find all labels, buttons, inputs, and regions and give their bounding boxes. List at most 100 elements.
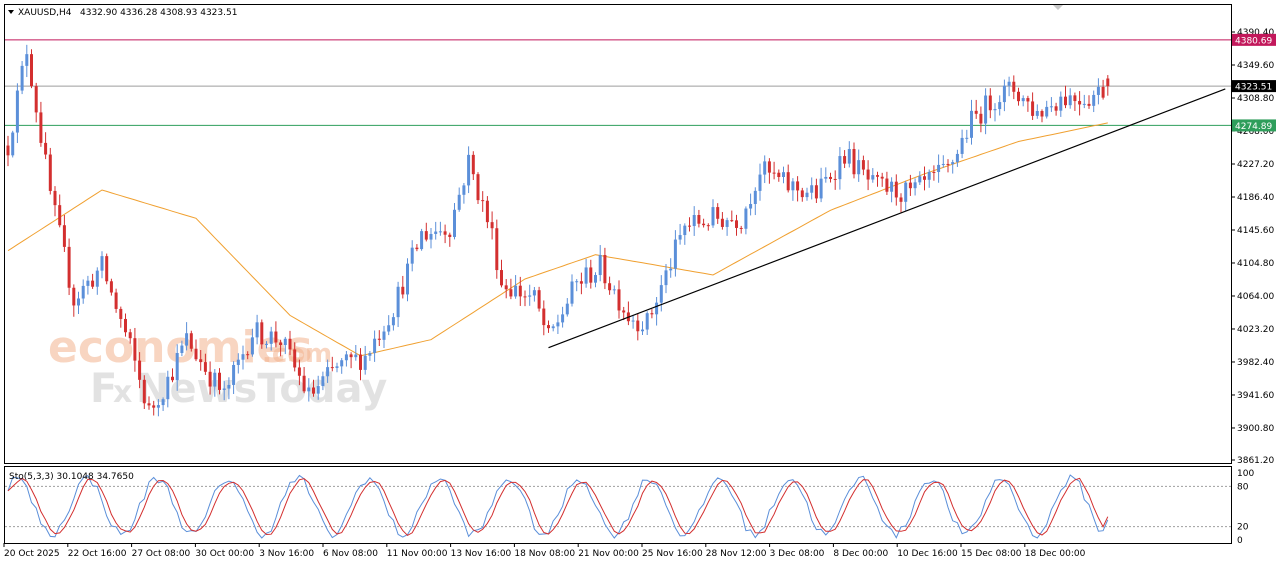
- candle-body: [1054, 106, 1058, 111]
- candle-body: [664, 270, 668, 286]
- candle-body: [396, 286, 400, 318]
- candle-body: [876, 175, 879, 177]
- candle-body: [857, 160, 861, 175]
- candle-body: [518, 285, 522, 297]
- watermark-newstoday: NewsToday: [136, 366, 387, 412]
- candle-body: [448, 234, 452, 237]
- candle-body: [236, 359, 240, 365]
- main-plot-frame: [4, 4, 1232, 464]
- candle-body: [424, 231, 428, 240]
- candle-body: [584, 267, 588, 284]
- candle-body: [105, 256, 109, 282]
- collapse-arrow-icon[interactable]: [8, 10, 14, 14]
- candle-body: [133, 338, 137, 361]
- candle-body: [312, 387, 315, 394]
- candle-body: [420, 231, 424, 250]
- candle-body: [777, 172, 781, 177]
- resistance-price-tag-label: 4380.69: [1235, 36, 1272, 46]
- candle-body: [819, 178, 823, 199]
- candle-body: [782, 172, 785, 177]
- candle-body: [401, 286, 405, 295]
- candle-body: [1078, 101, 1082, 105]
- watermark-suffix: .com: [262, 339, 332, 369]
- candle-body: [330, 367, 334, 369]
- candle-body: [218, 372, 221, 390]
- candle-body: [767, 161, 771, 173]
- candle-body: [523, 296, 527, 298]
- candle-body: [589, 267, 593, 283]
- candle-body: [730, 220, 734, 222]
- watermark-economies: economies: [48, 322, 313, 373]
- candle-body: [998, 102, 1002, 110]
- stoch-tick-label: 100: [1237, 469, 1254, 479]
- candle-body: [34, 86, 38, 113]
- candle-body: [326, 367, 330, 377]
- candle-body: [1002, 85, 1006, 103]
- candle-body: [429, 233, 433, 240]
- candle-body: [937, 164, 941, 173]
- candle-body: [1012, 81, 1016, 92]
- candle-body: [622, 310, 626, 313]
- candle-body: [265, 343, 268, 345]
- x-tick-label: 10 Dec 16:00: [897, 549, 958, 559]
- candle-body: [941, 163, 945, 165]
- candle-body: [166, 376, 170, 400]
- y-tick-label: 3861.20: [1237, 456, 1274, 466]
- candle-body: [260, 322, 264, 345]
- candle-body: [791, 181, 795, 191]
- candle-body: [222, 388, 226, 390]
- candle-body: [250, 337, 254, 355]
- candle-body: [44, 142, 48, 155]
- shift-marker-icon[interactable]: [1053, 5, 1063, 10]
- candle-body: [904, 182, 908, 202]
- candle-body: [457, 194, 461, 210]
- candle-body: [232, 364, 236, 385]
- ohlc-readout: 4332.90 4336.28 4308.93 4323.51: [80, 8, 237, 18]
- candle-body: [810, 185, 814, 193]
- candle-body: [504, 285, 508, 290]
- candle-body: [551, 326, 555, 329]
- candle-body: [481, 200, 485, 202]
- x-tick-label: 3 Dec 08:00: [770, 549, 825, 559]
- y-tick-label: 4227.20: [1237, 160, 1274, 170]
- candle-body: [702, 223, 706, 226]
- stoch-tick-label: 0: [1237, 536, 1243, 546]
- candle-body: [128, 332, 132, 339]
- candle-body: [114, 292, 118, 309]
- candle-body: [594, 275, 597, 283]
- x-tick-label: 8 Dec 00:00: [833, 549, 888, 559]
- y-tick-label: 3941.60: [1237, 391, 1274, 401]
- candle-body: [161, 399, 165, 406]
- candle-body: [255, 322, 259, 338]
- candle-body: [824, 176, 828, 179]
- candle-body: [15, 90, 19, 133]
- x-tick-label: 20 Oct 2025: [4, 549, 60, 559]
- candle-body: [829, 176, 832, 179]
- candle-body: [335, 366, 339, 368]
- stoch-tick-label: 80: [1237, 482, 1249, 492]
- resistance-price-tag: [1232, 33, 1276, 46]
- candle-body: [246, 354, 250, 356]
- candle-body: [720, 218, 724, 227]
- candle-body: [927, 171, 931, 180]
- x-tick-label: 25 Nov 16:00: [642, 549, 703, 559]
- candle-body: [283, 338, 287, 346]
- watermark: economies .com F x NewsToday: [48, 322, 387, 412]
- candle-body: [95, 270, 99, 287]
- x-tick-label: 21 Nov 00:00: [578, 549, 639, 559]
- candle-body: [1068, 95, 1072, 106]
- candle-body: [1082, 103, 1086, 105]
- y-tick-label: 4268.00: [1237, 127, 1274, 137]
- candle-body: [955, 153, 959, 163]
- candle-body: [72, 287, 76, 306]
- candle-body: [203, 362, 207, 372]
- candle-body: [490, 222, 494, 229]
- candle-body: [880, 176, 884, 179]
- candle-body: [852, 149, 856, 175]
- candle-body: [382, 331, 386, 340]
- candle-body: [744, 208, 748, 229]
- candle-body: [1021, 98, 1025, 102]
- symbol-label: XAUUSD,H4: [18, 8, 72, 18]
- candle-body: [861, 160, 865, 170]
